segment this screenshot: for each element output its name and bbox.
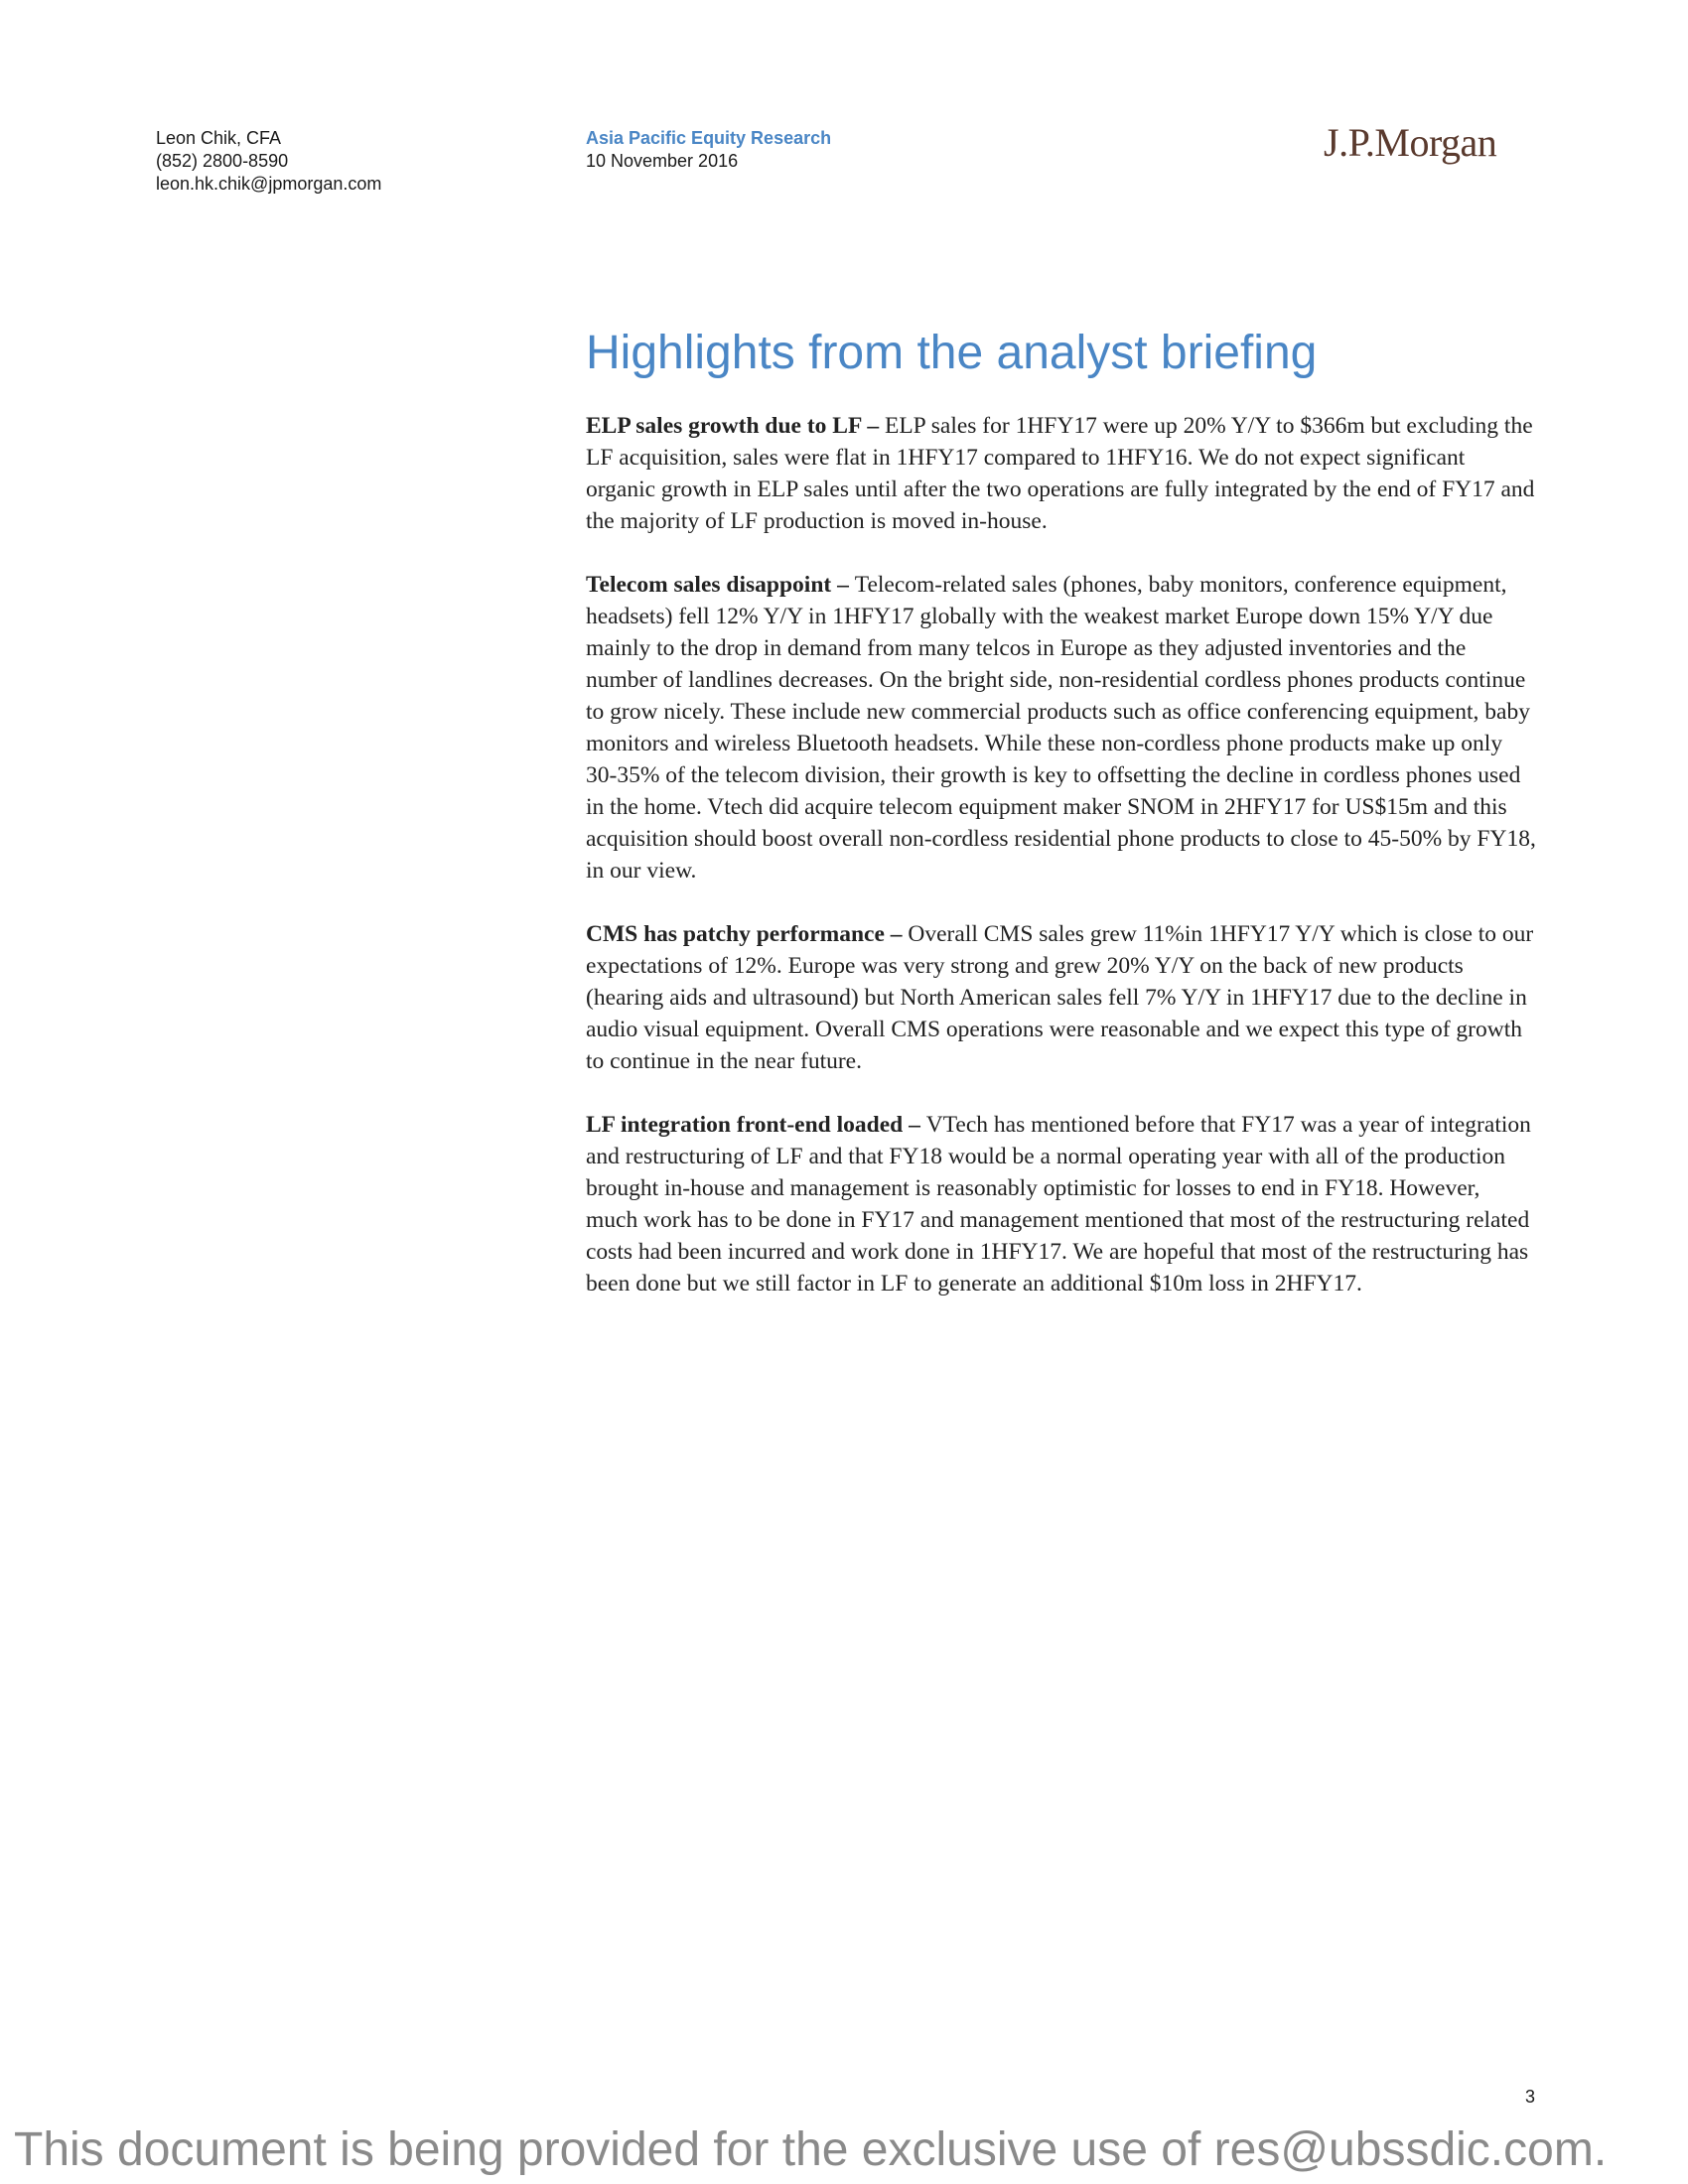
page-number: 3 bbox=[1525, 2087, 1536, 2107]
paragraph-lead: Telecom sales disappoint – bbox=[586, 572, 855, 598]
paragraph-telecom-sales: Telecom sales disappoint – Telecom-relat… bbox=[586, 569, 1537, 887]
paragraph-cms-performance: CMS has patchy performance – Overall CMS… bbox=[586, 918, 1537, 1077]
report-meta-block: Asia Pacific Equity Research 10 November… bbox=[586, 127, 831, 173]
analyst-contact-block: Leon Chik, CFA (852) 2800-8590 leon.hk.c… bbox=[156, 127, 381, 196]
paragraph-text: Overall CMS sales grew 11%in 1HFY17 Y/Y … bbox=[586, 921, 1534, 1074]
paragraph-lead: CMS has patchy performance – bbox=[586, 921, 909, 947]
page-title: Highlights from the analyst briefing bbox=[586, 327, 1318, 379]
jpmorgan-logo: J.P.Morgan bbox=[1324, 120, 1497, 165]
paragraph-lf-integration: LF integration front-end loaded – VTech … bbox=[586, 1109, 1537, 1299]
analyst-phone: (852) 2800-8590 bbox=[156, 151, 289, 171]
paragraph-text: VTech has mentioned before that FY17 was… bbox=[586, 1112, 1531, 1297]
analyst-email: leon.hk.chik@jpmorgan.com bbox=[156, 174, 382, 194]
usage-notice: This document is being provided for the … bbox=[14, 2123, 1608, 2176]
paragraph-lead: ELP sales growth due to LF – bbox=[586, 413, 885, 439]
paragraph-text: ELP sales for 1HFY17 were up 20% Y/Y to … bbox=[586, 413, 1535, 534]
analyst-name: Leon Chik, CFA bbox=[156, 128, 282, 148]
report-series: Asia Pacific Equity Research bbox=[586, 128, 832, 148]
paragraph-lead: LF integration front-end loaded – bbox=[586, 1112, 926, 1138]
paragraph-elp-sales: ELP sales growth due to LF – ELP sales f… bbox=[586, 410, 1537, 537]
article-body: ELP sales growth due to LF – ELP sales f… bbox=[586, 410, 1537, 1331]
report-date: 10 November 2016 bbox=[586, 151, 739, 171]
paragraph-text: Telecom-related sales (phones, baby moni… bbox=[586, 572, 1536, 884]
